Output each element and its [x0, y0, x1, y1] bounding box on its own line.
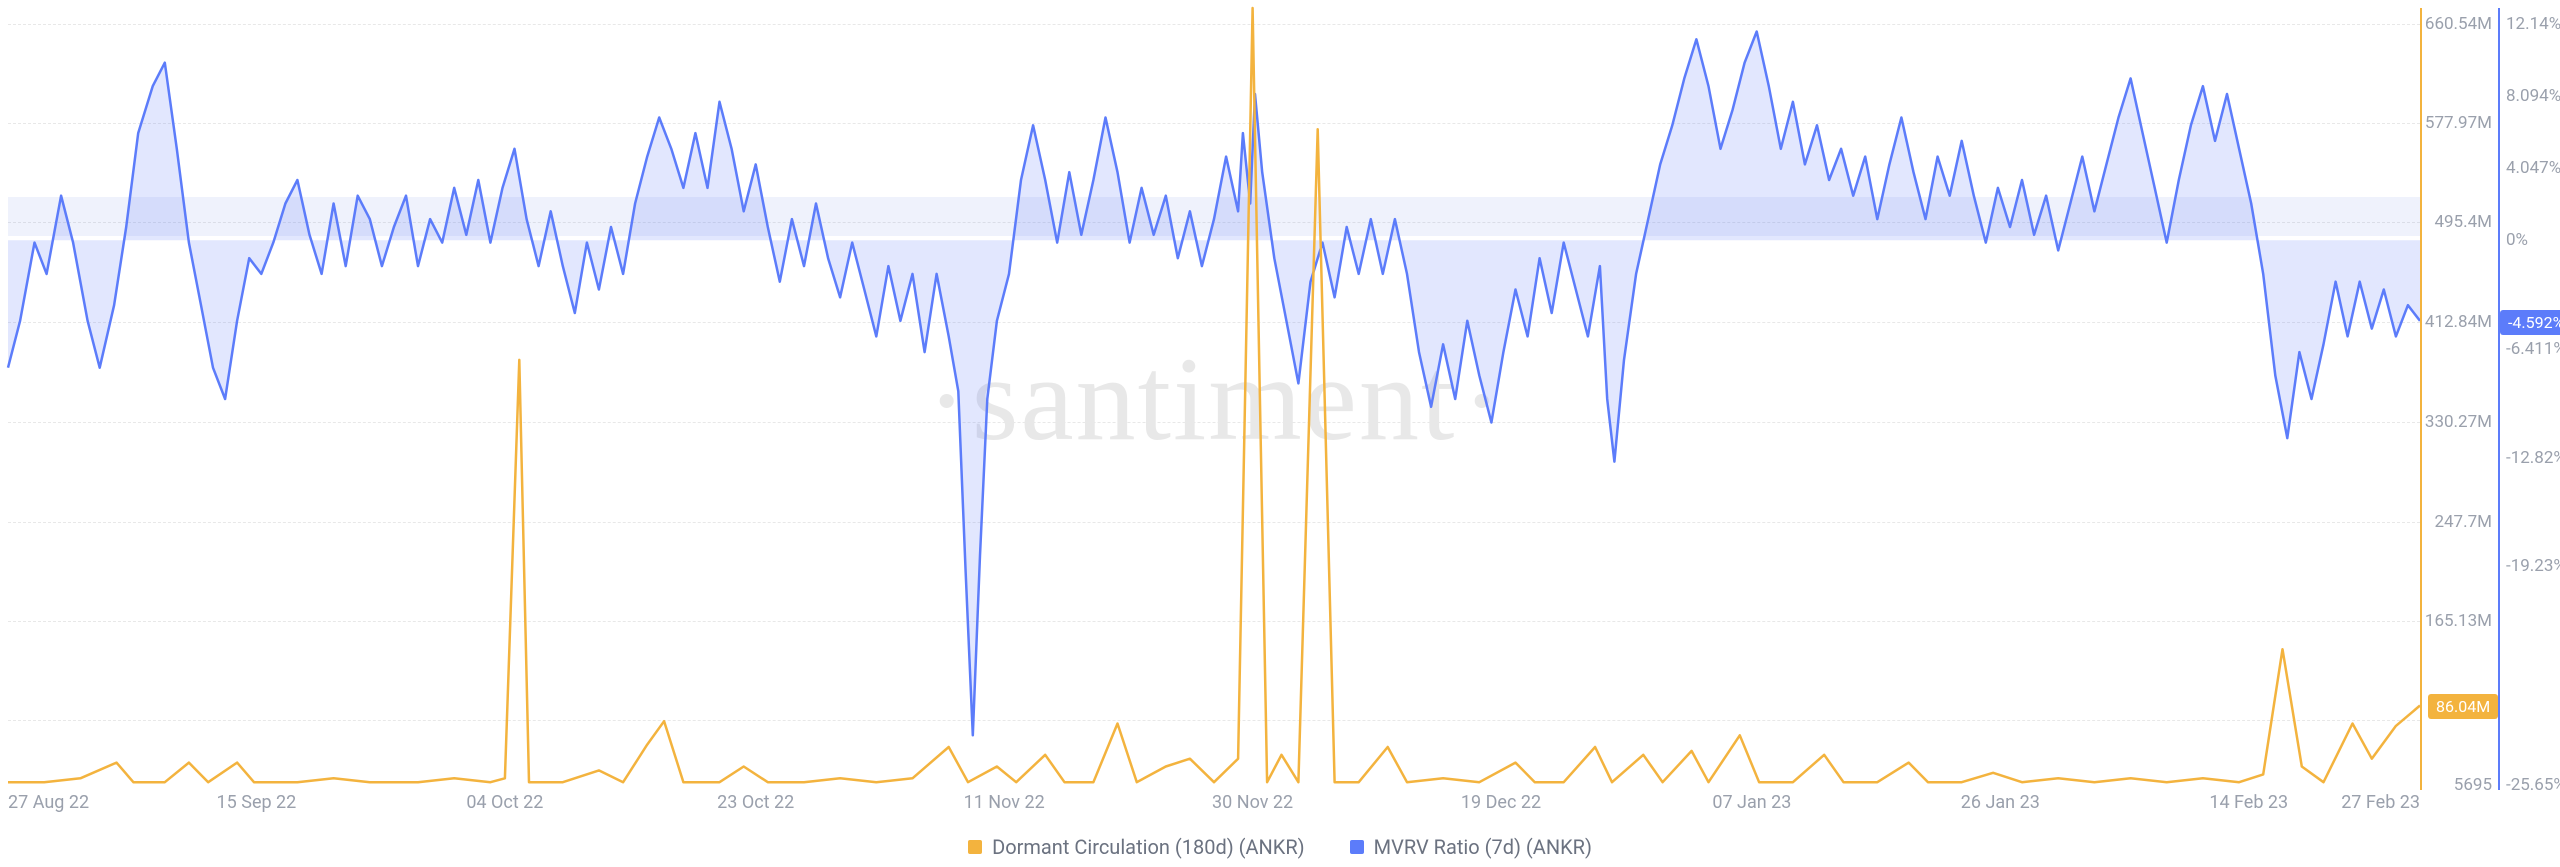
y-left-tick-label: 165.13M — [2425, 611, 2492, 631]
y-left-tick-label: 577.97M — [2425, 113, 2492, 133]
y-right-tick-label: -25.65% — [2506, 775, 2560, 795]
x-tick-label: 11 Nov 22 — [964, 792, 1045, 813]
legend-label: Dormant Circulation (180d) (ANKR) — [992, 835, 1305, 859]
x-tick-label: 27 Feb 23 — [2341, 792, 2420, 813]
y-left-axis-line — [2420, 8, 2422, 790]
x-tick-label: 04 Oct 22 — [466, 792, 543, 813]
x-tick-label: 14 Feb 23 — [2209, 792, 2288, 813]
legend-item-mvrv[interactable]: MVRV Ratio (7d) (ANKR) — [1350, 835, 1592, 859]
y-left-value-badge: 86.04M — [2428, 694, 2498, 719]
legend-swatch-dormant — [968, 840, 982, 854]
y-right-tick-label: 4.047% — [2506, 158, 2560, 178]
dormant-series — [8, 8, 2420, 790]
y-right-value-badge: -4.592% — [2500, 310, 2560, 335]
legend-item-dormant[interactable]: Dormant Circulation (180d) (ANKR) — [968, 835, 1305, 859]
x-tick-label: 30 Nov 22 — [1212, 792, 1293, 813]
legend-swatch-mvrv — [1350, 840, 1364, 854]
y-right-tick-label: 12.14% — [2506, 14, 2560, 34]
y-left-tick-label: 5695 — [2454, 775, 2492, 795]
y-right-tick-label: -12.82% — [2506, 448, 2560, 468]
x-tick-label: 07 Jan 23 — [1712, 792, 1791, 813]
x-tick-label: 19 Dec 22 — [1461, 792, 1541, 813]
plot-area[interactable]: santiment — [8, 8, 2420, 790]
x-tick-label: 23 Oct 22 — [717, 792, 794, 813]
x-tick-label: 26 Jan 23 — [1961, 792, 2040, 813]
y-left-tick-label: 247.7M — [2434, 512, 2492, 532]
legend: Dormant Circulation (180d) (ANKR) MVRV R… — [0, 835, 2560, 859]
y-right-tick-label: 0% — [2506, 230, 2528, 250]
x-axis: 27 Aug 22 15 Sep 22 04 Oct 22 23 Oct 22 11 N… — [8, 792, 2420, 814]
legend-label: MVRV Ratio (7d) (ANKR) — [1374, 835, 1592, 859]
y-left-tick-label: 412.84M — [2425, 312, 2492, 332]
y-left-axis: 660.54M 577.97M 495.4M 412.84M 330.27M 247.7M… — [2426, 8, 2492, 790]
y-right-tick-label: -19.23% — [2506, 556, 2560, 576]
chart-container: santiment 27 Aug 22 15 Sep 22 04 Oct 22 23 … — [0, 0, 2560, 867]
y-right-axis-line — [2498, 8, 2500, 790]
y-right-tick-label: -6.411% — [2506, 339, 2560, 359]
x-tick-label: 15 Sep 22 — [217, 792, 297, 813]
y-left-tick-label: 330.27M — [2425, 412, 2492, 432]
y-right-axis: 12.14%8.094%4.047%0%-6.411%-12.82%-19.23… — [2506, 8, 2556, 790]
y-left-tick-label: 495.4M — [2434, 212, 2492, 232]
y-right-tick-label: 8.094% — [2506, 86, 2560, 106]
y-left-tick-label: 660.54M — [2425, 14, 2492, 34]
x-tick-label: 27 Aug 22 — [8, 792, 89, 813]
